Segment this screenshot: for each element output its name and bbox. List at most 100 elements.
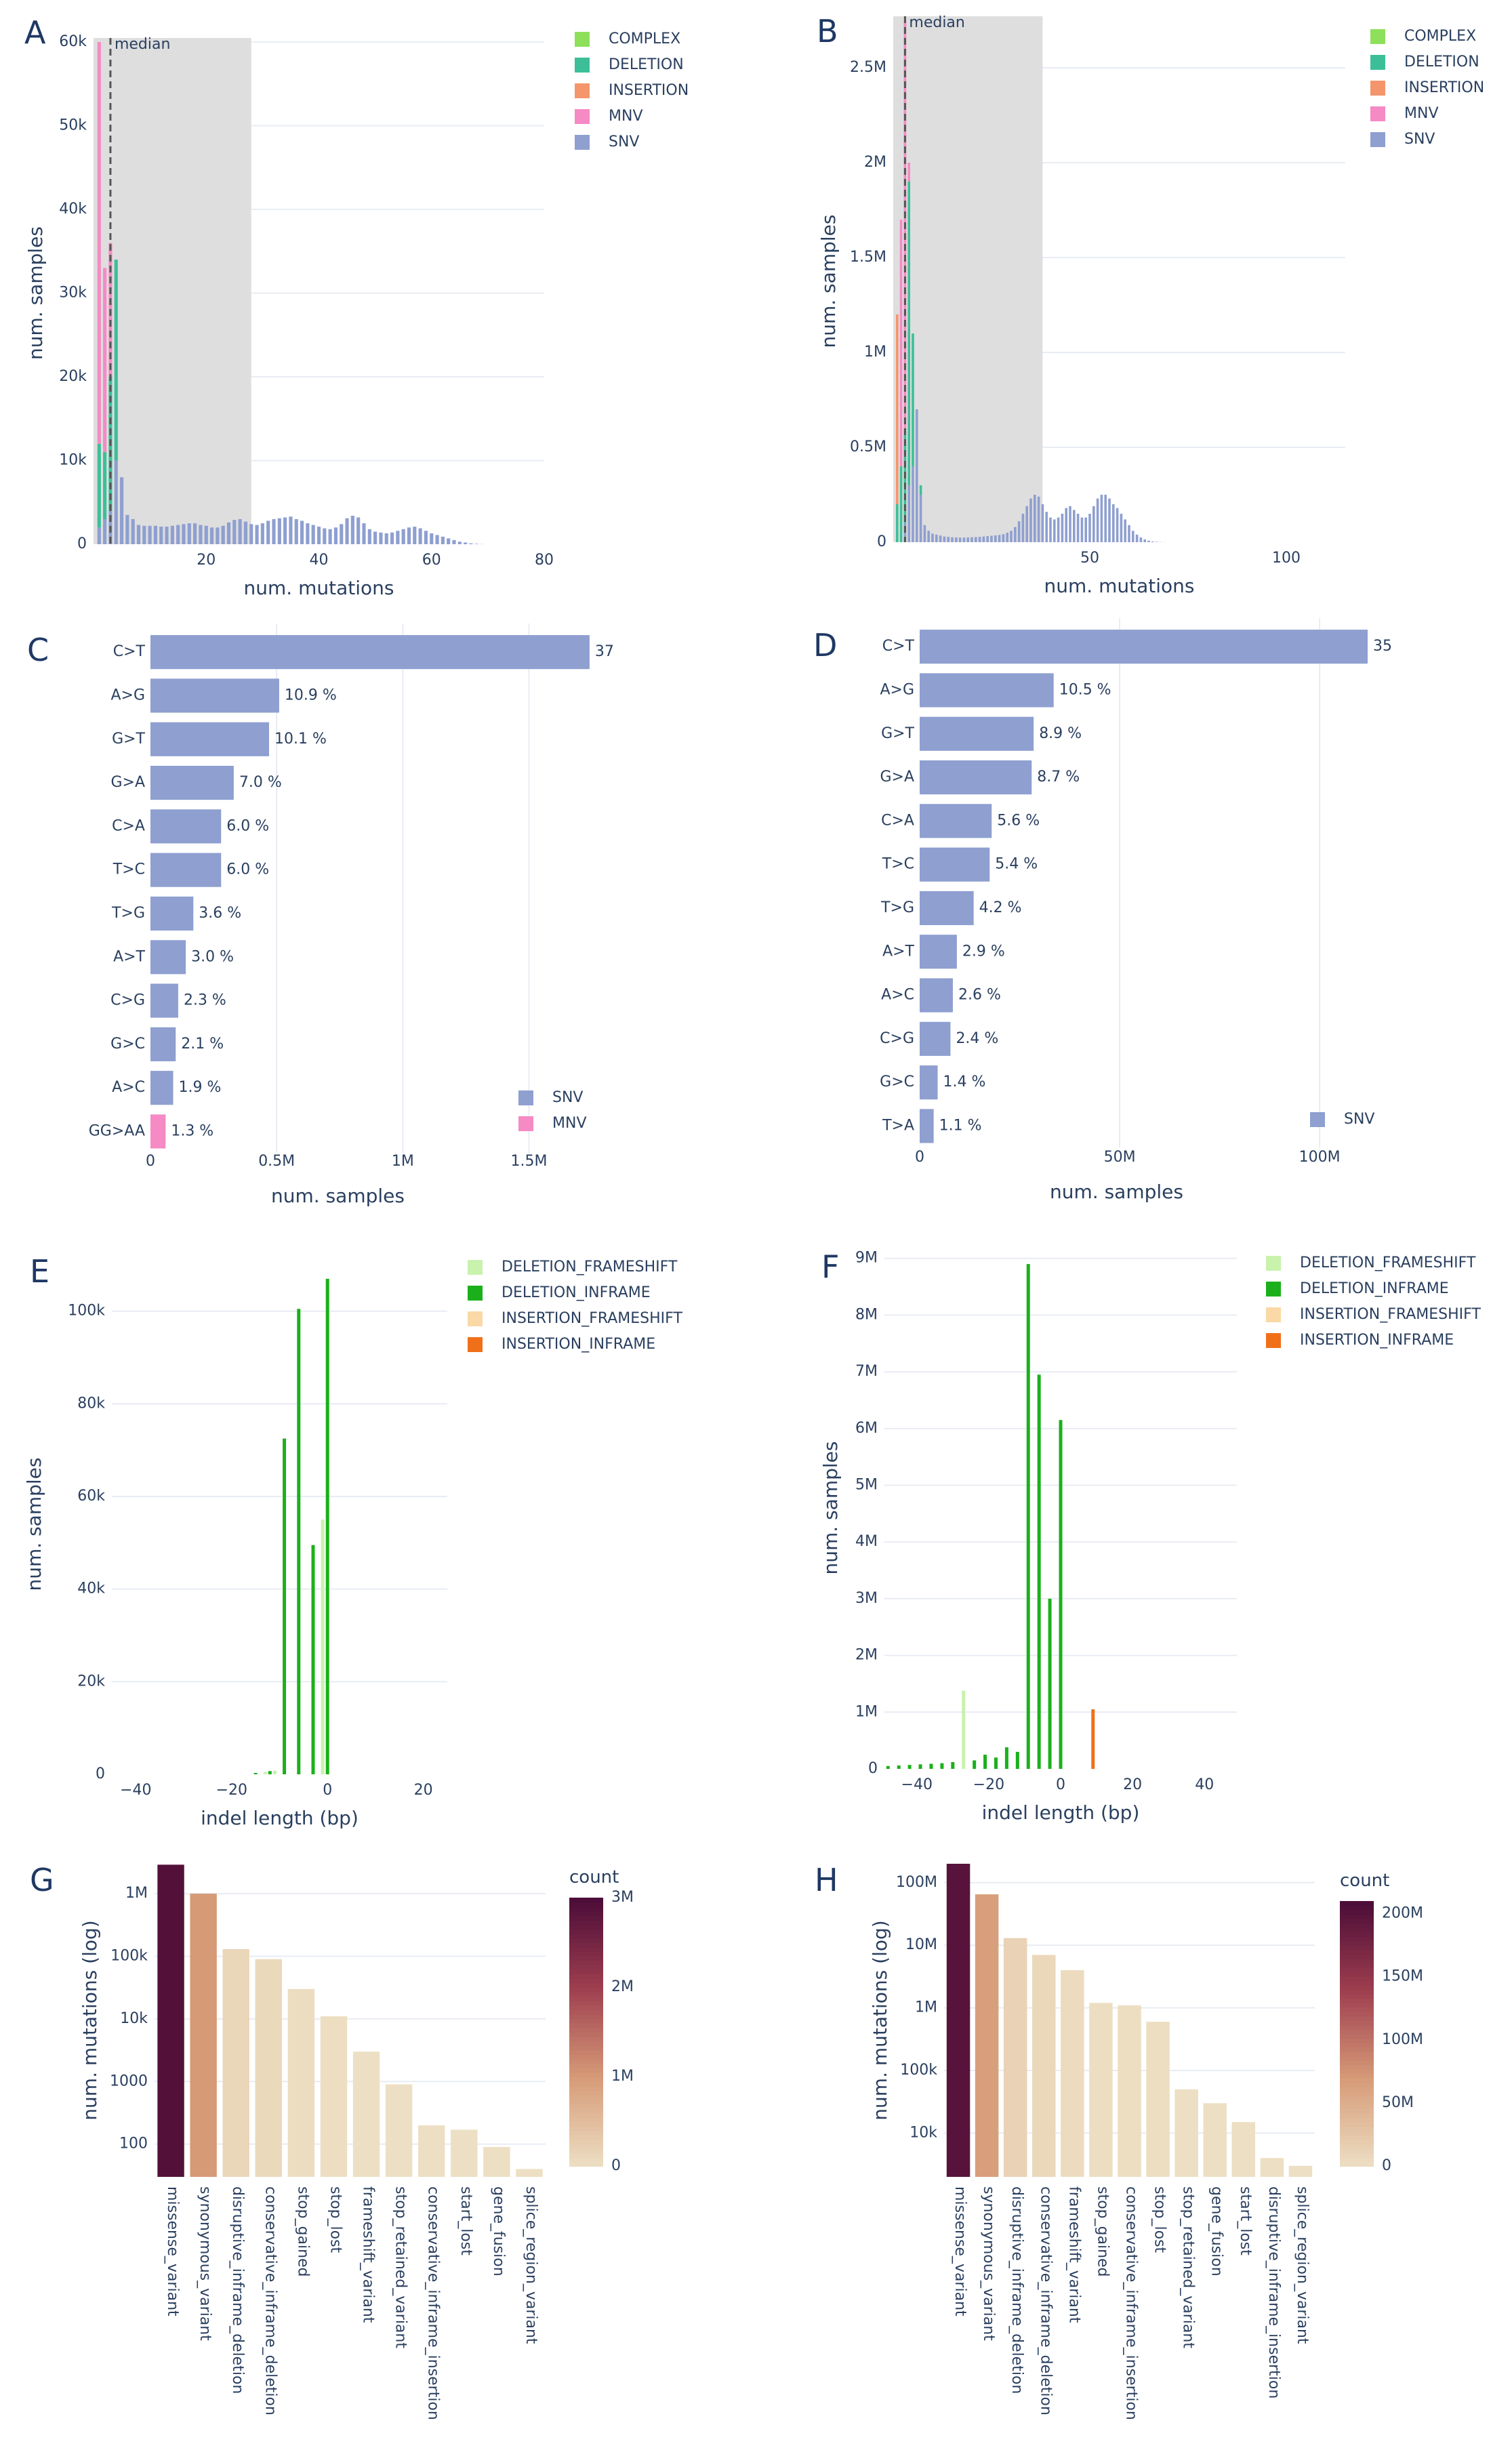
panel-a-bar-snv bbox=[396, 531, 400, 544]
panel-d-bar bbox=[920, 630, 1368, 664]
panel-g-bar bbox=[417, 2125, 445, 2177]
panel-c-data-label: 3.0 % bbox=[191, 948, 234, 965]
panel-label-e: E bbox=[30, 1253, 49, 1290]
panel-g-y-tick-label: 100 bbox=[119, 2136, 148, 2152]
panel-h-bar bbox=[1032, 1955, 1056, 2177]
panel-g-colorbar-segment bbox=[569, 2103, 603, 2109]
panel-d-data-label: 2.4 % bbox=[956, 1030, 998, 1047]
panel-h-category-label: conservative_inframe_insertion bbox=[1123, 2186, 1140, 2420]
panel-b-legend-label-snv: SNV bbox=[1404, 131, 1435, 148]
panel-g-colorbar-segment bbox=[569, 1911, 603, 1917]
panel-h-colorbar-segment bbox=[1340, 2161, 1374, 2167]
panel-a-bar-deletion bbox=[97, 443, 101, 528]
panel-b-bar-snv bbox=[1116, 508, 1119, 542]
panel-f-x-tick-label: −20 bbox=[973, 1776, 1004, 1793]
panel-g-colorbar-segment bbox=[569, 1974, 603, 1979]
panel-b-legend-label-deletion: DELETION bbox=[1404, 54, 1479, 70]
panel-h-bar bbox=[1061, 1969, 1084, 2177]
panel-h-bar bbox=[1174, 2089, 1198, 2177]
panel-c-bar bbox=[150, 983, 178, 1018]
panel-b-bar-snv bbox=[1076, 514, 1080, 542]
panel-d-bar bbox=[920, 716, 1034, 751]
panel-h-colorbar-segment bbox=[1340, 2086, 1374, 2092]
panel-b-bar-snv bbox=[1108, 498, 1111, 542]
panel-a-bar-snv bbox=[418, 528, 422, 544]
panel-b-bar-snv bbox=[1092, 506, 1095, 542]
panel-b-bar-snv bbox=[1053, 519, 1056, 542]
panel-g-category-label: conservative_inframe_deletion bbox=[262, 2186, 279, 2415]
panel-a-bar-snv bbox=[424, 531, 428, 544]
panel-b-bar-deletion bbox=[907, 182, 910, 485]
panel-a-bar-snv bbox=[441, 536, 445, 544]
panel-f-legend-swatch-insertion-inframe bbox=[1266, 1333, 1281, 1348]
panel-d-legend-label-snv: SNV bbox=[1344, 1111, 1374, 1128]
panel-h-colorbar-segment bbox=[1340, 2011, 1374, 2017]
panel-c-bar bbox=[150, 1114, 166, 1149]
panel-d-bar bbox=[920, 891, 974, 926]
panel-h-y-tick-label: 10M bbox=[905, 1936, 937, 1953]
panel-h-category-label: stop_gained bbox=[1094, 2186, 1111, 2277]
panel-a-legend-swatch-deletion bbox=[575, 58, 590, 73]
panel-d-data-label: 35 bbox=[1373, 638, 1392, 655]
panel-g-colorbar-tick-label: 2M bbox=[611, 1978, 634, 1995]
panel-g-colorbar-segment bbox=[569, 2099, 603, 2104]
panel-g-colorbar-segment bbox=[569, 1938, 603, 1943]
panel-d-bar bbox=[920, 978, 953, 1013]
panel-h-colorbar-segment bbox=[1340, 1967, 1374, 1973]
panel-h-colorbar-segment bbox=[1340, 1901, 1374, 1906]
panel-c-category-label: G>T bbox=[112, 731, 145, 748]
panel-c-legend-swatch-mnv bbox=[518, 1116, 533, 1131]
panel-b-y-tick-label: 1M bbox=[864, 344, 886, 361]
panel-b-bar-snv bbox=[1017, 521, 1021, 542]
panel-g-colorbar-segment bbox=[569, 2041, 603, 2046]
panel-h-category-label: synonymous_variant bbox=[980, 2186, 997, 2341]
panel-b-y-tick-label: 1.5M bbox=[850, 249, 886, 266]
panel-a-bar-snv bbox=[266, 520, 270, 544]
panel-e-y-tick-label: 0 bbox=[96, 1765, 105, 1782]
panel-b-bar-snv bbox=[923, 525, 926, 542]
panel-a-x-axis-title: num. mutations bbox=[244, 577, 394, 599]
panel-b-y-tick-label: 2.5M bbox=[850, 59, 886, 76]
panel-a-bar-snv bbox=[300, 520, 304, 544]
panel-h-colorbar-tick-label: 100M bbox=[1382, 2031, 1423, 2048]
panel-h-category-label: stop_lost bbox=[1151, 2186, 1168, 2253]
panel-a-bar-snv bbox=[187, 523, 191, 544]
panel-b-x-tick-label: 100 bbox=[1272, 550, 1301, 567]
panel-label-b: B bbox=[817, 13, 838, 49]
panel-b-bar-snv bbox=[947, 537, 949, 542]
panel-f-bar-deletion-inframe bbox=[1037, 1374, 1041, 1769]
panel-a-legend-swatch-complex bbox=[575, 32, 590, 47]
panel-h-category-label: splice_region_variant bbox=[1294, 2186, 1311, 2344]
panel-h-category-label: stop_retained_variant bbox=[1180, 2186, 1197, 2348]
panel-g-colorbar-segment bbox=[569, 2148, 603, 2154]
panel-a-bar-snv bbox=[435, 535, 439, 544]
panel-b-legend-label-mnv: MNV bbox=[1404, 105, 1439, 122]
panel-d-x-tick-label: 100M bbox=[1299, 1149, 1341, 1166]
panel-h-colorbar-segment bbox=[1340, 2077, 1374, 2083]
panel-g-y-tick-label: 100k bbox=[110, 1947, 148, 1964]
panel-a-bar-snv bbox=[226, 522, 231, 544]
panel-a-x-tick-label: 40 bbox=[310, 552, 329, 569]
panel-e-legend-label-insertion-inframe: INSERTION_INFRAME bbox=[502, 1336, 655, 1353]
panel-b-bar-snv bbox=[966, 537, 969, 542]
panel-f-bar-deletion-inframe bbox=[1026, 1264, 1030, 1769]
panel-e-bar-deletion-inframe bbox=[325, 1278, 329, 1774]
panel-g-colorbar-segment bbox=[569, 2089, 603, 2096]
panel-a-bar-snv bbox=[407, 527, 411, 544]
panel-g-colorbar-segment bbox=[569, 2152, 603, 2158]
panel-a-bar-snv bbox=[204, 525, 208, 544]
panel-b-bar-snv bbox=[1021, 514, 1025, 542]
panel-b-bar-snv bbox=[1088, 514, 1091, 542]
panel-e-x-axis-title: indel length (bp) bbox=[201, 1807, 359, 1829]
panel-g-colorbar-segment bbox=[569, 1969, 603, 1975]
panel-b-bar-snv bbox=[1073, 510, 1076, 542]
panel-h-colorbar-segment bbox=[1340, 1980, 1374, 1986]
panel-h-colorbar-segment bbox=[1340, 1954, 1374, 1959]
panel-c-data-label: 10.9 % bbox=[285, 687, 337, 703]
panel-a-legend-swatch-insertion bbox=[575, 83, 590, 98]
panel-b-bar-snv bbox=[1120, 514, 1123, 542]
panel-d-bar bbox=[920, 673, 1054, 708]
panel-g-bar bbox=[157, 1864, 184, 2177]
panel-h-colorbar-segment bbox=[1340, 2126, 1374, 2131]
